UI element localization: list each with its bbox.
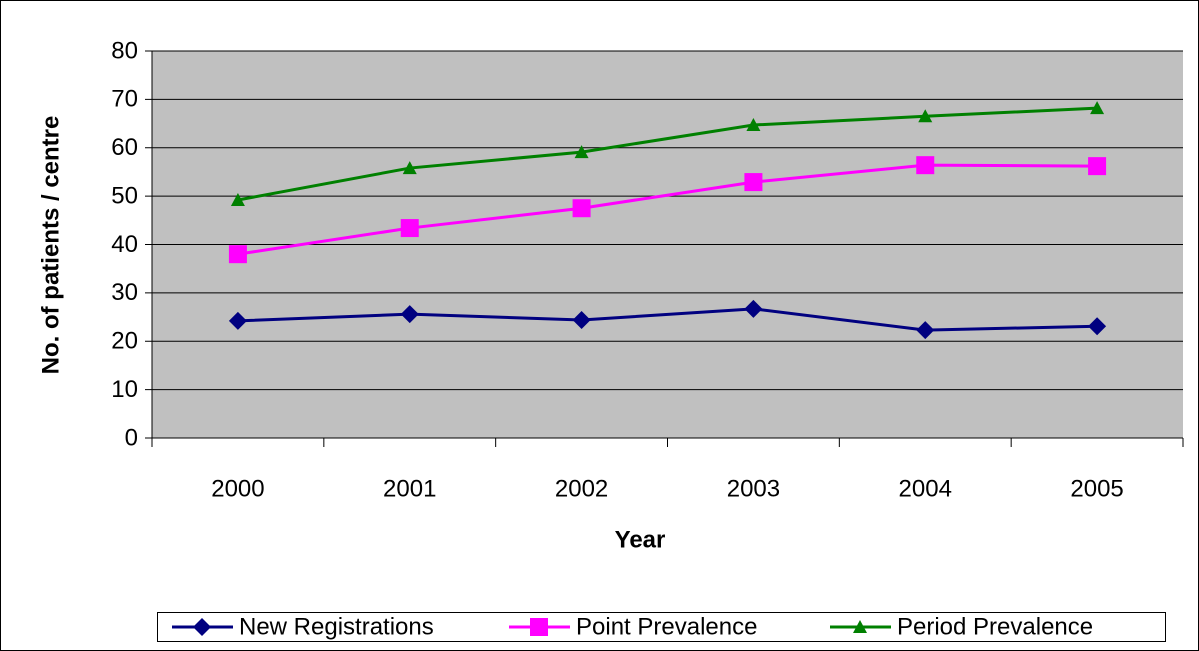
data-point	[918, 109, 933, 123]
x-tick-label: 2003	[727, 475, 780, 502]
legend-label: Point Prevalence	[576, 613, 757, 640]
x-tick-label: 2004	[899, 475, 952, 502]
legend	[157, 612, 1166, 642]
data-point	[572, 199, 591, 218]
data-point	[1088, 317, 1107, 336]
data-point	[574, 145, 589, 159]
y-tick-label: 40	[111, 231, 138, 258]
data-point	[228, 311, 247, 330]
data-point	[1090, 101, 1105, 115]
x-tick-label: 2005	[1070, 475, 1123, 502]
y-tick-label: 60	[111, 134, 138, 161]
data-point	[744, 299, 763, 318]
legend-marker	[193, 618, 211, 636]
y-tick-label: 20	[111, 328, 138, 355]
y-tick-label: 50	[111, 182, 138, 209]
x-axis-label: Year	[615, 526, 666, 553]
legend-label: New Registrations	[239, 613, 434, 640]
data-point	[400, 305, 419, 324]
x-tick-label: 2002	[555, 475, 608, 502]
data-point	[400, 219, 419, 238]
legend-label: Period Prevalence	[897, 613, 1093, 640]
data-point	[228, 245, 247, 264]
legend-marker	[530, 618, 548, 636]
data-point	[230, 192, 245, 206]
legend-marker	[853, 620, 867, 633]
series-line	[237, 163, 1098, 256]
data-point	[746, 118, 761, 132]
data-point	[402, 161, 417, 175]
series-line	[237, 106, 1098, 202]
y-tick-label: 30	[111, 279, 138, 306]
data-point	[916, 156, 935, 175]
y-axis-label: No. of patients / centre	[37, 116, 64, 375]
x-tick-label: 2001	[383, 475, 436, 502]
data-point	[572, 310, 591, 329]
y-tick-label: 10	[111, 376, 138, 403]
y-tick-label: 0	[125, 424, 138, 451]
data-point	[916, 321, 935, 340]
x-tick-label: 2000	[211, 475, 264, 502]
y-tick-label: 80	[111, 37, 138, 64]
data-point	[1088, 157, 1107, 176]
data-point	[744, 173, 763, 192]
series-line	[237, 307, 1098, 332]
y-tick-label: 70	[111, 86, 138, 113]
